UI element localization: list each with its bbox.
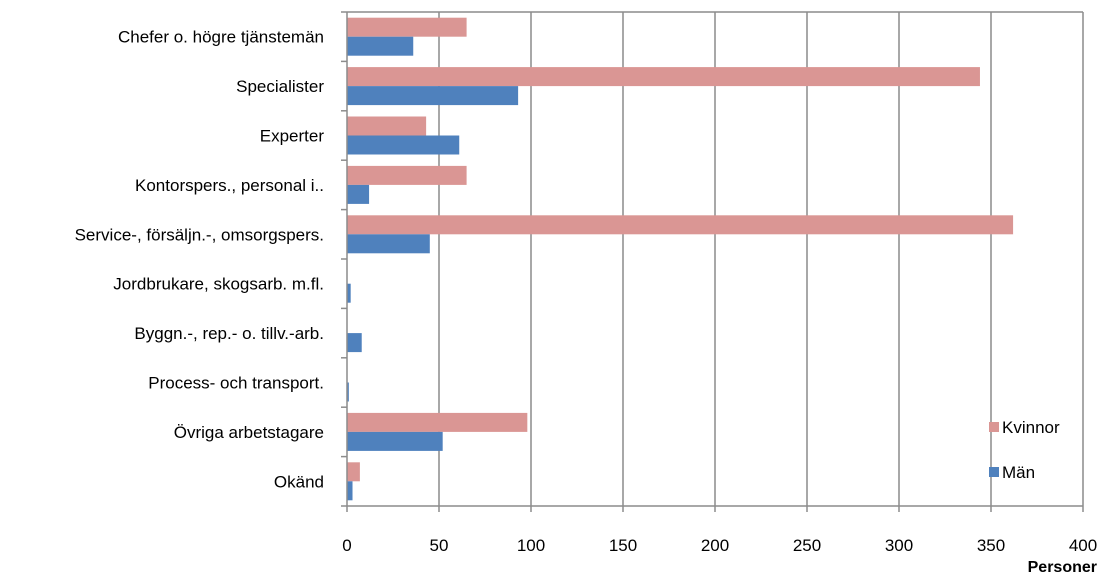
x-axis-label: Personer [1028,559,1097,576]
legend-swatch [989,422,999,432]
legend: Kvinnor Män [989,418,1060,482]
category-label: Service-, försäljn.-, omsorgspers. [75,225,324,244]
category-label: Okänd [274,472,324,491]
bar-man [347,135,460,155]
category-label: Byggn.-, rep.- o. tillv.-arb. [134,324,324,343]
bar-man [347,234,430,254]
bar-man [347,86,519,106]
category-label: Experter [260,127,325,146]
bar-man [347,283,351,303]
gridlines [438,12,1084,506]
legend-swatch [989,467,999,477]
x-tick-label: 350 [977,536,1005,555]
x-tick-label: 300 [885,536,913,555]
bar-kvinnor [347,17,467,37]
axes [341,11,1084,512]
bar-man [347,382,349,402]
bar-kvinnor [347,67,980,87]
bar-man [347,431,443,451]
x-tick-label: 250 [793,536,821,555]
category-label: Övriga arbetstagare [174,423,324,442]
category-label: Specialister [236,77,324,96]
x-tick-labels: 0 50 100 150 200 250 300 350 400 [342,536,1097,555]
x-tick-label: 0 [342,536,351,555]
category-label: Process- och transport. [148,374,324,393]
bar-man [347,481,353,501]
category-label: Chefer o. högre tjänstemän [118,28,324,47]
bar-kvinnor [347,462,360,482]
bar-man [347,333,362,353]
legend-label: Kvinnor [1002,418,1060,437]
x-tick-label: 200 [701,536,729,555]
bars [347,17,1014,501]
x-tick-label: 100 [517,536,545,555]
category-label: Jordbrukare, skogsarb. m.fl. [113,275,324,294]
bar-man [347,36,414,56]
x-tick-label: 150 [609,536,637,555]
bar-man [347,184,370,204]
category-labels: Chefer o. högre tjänstemän Specialister Ex… [75,28,325,492]
x-tick-label: 50 [430,536,449,555]
bar-kvinnor [347,215,1014,235]
bar-kvinnor [347,165,467,185]
category-label: Kontorspers., personal i.. [135,176,324,195]
legend-label: Män [1002,463,1035,482]
bar-kvinnor [347,116,427,136]
bar-kvinnor [347,412,528,432]
x-tick-label: 400 [1069,536,1097,555]
